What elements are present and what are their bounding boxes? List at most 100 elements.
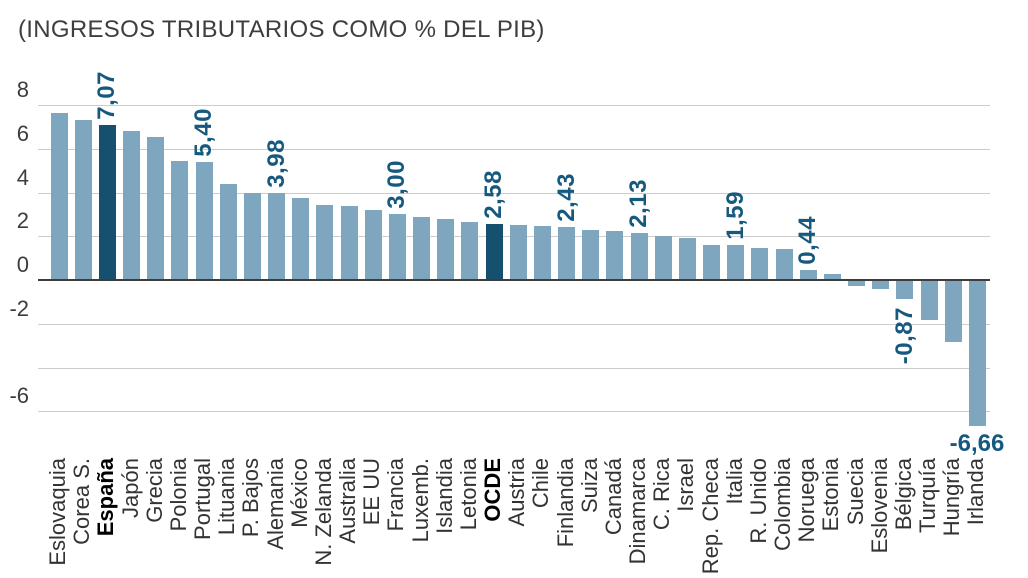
category-label: Polonia [166, 458, 191, 532]
category-label: Israel [673, 458, 698, 512]
category-label: Finlandia [553, 458, 578, 548]
bar [582, 230, 599, 280]
gridline [38, 105, 990, 106]
y-axis-tick-label: 4 [16, 165, 29, 190]
category-label: Eslovenia [867, 458, 892, 554]
category-label: Portugal [190, 458, 215, 540]
gridline [38, 324, 990, 325]
y-axis-tick-label: 0 [16, 252, 29, 277]
category-label: Alemania [263, 458, 288, 550]
bar-value-label: -0,87 [891, 307, 918, 365]
category-label: Islandia [432, 458, 457, 534]
bar-value-label: 2,58 [480, 170, 507, 219]
category-label: Noruega [794, 458, 819, 543]
category-label: Hungría [939, 458, 964, 537]
category-label: Letonia [456, 458, 481, 531]
category-label: Italia [722, 458, 747, 505]
bar [437, 219, 454, 280]
category-label: Dinamarca [625, 458, 650, 565]
bar [606, 231, 623, 280]
gridline [38, 368, 990, 369]
category-label: Turquía [915, 458, 940, 534]
bar-value-label: -6,66 [949, 430, 1005, 457]
gridline [38, 193, 990, 194]
category-label: Suiza [577, 458, 602, 514]
y-axis-tick-label: -6 [9, 383, 29, 408]
y-axis-tick-label: -2 [9, 296, 29, 321]
bar [316, 205, 333, 280]
bar-value-label: 2,43 [553, 173, 580, 222]
bar [921, 280, 938, 320]
bar [292, 198, 309, 280]
category-label: Chile [528, 458, 553, 509]
category-label: España [93, 458, 118, 537]
category-label: OCDE [480, 458, 505, 522]
bar [631, 233, 648, 280]
category-label: Bélgica [891, 458, 916, 531]
bar-value-label: 7,07 [93, 71, 120, 120]
category-label: Suecia [843, 458, 868, 526]
zero-axis-line [38, 279, 990, 281]
category-label: C. Rica [649, 458, 674, 531]
category-label: P. Bajos [238, 458, 263, 538]
bar [727, 245, 744, 280]
bar-value-label: 3,00 [383, 160, 410, 209]
category-label: EE UU [359, 458, 384, 526]
bar [123, 131, 140, 280]
bar [510, 225, 527, 280]
bar [99, 125, 116, 280]
bar [461, 222, 478, 280]
bar [872, 280, 889, 289]
bar [486, 224, 503, 280]
bar [776, 249, 793, 280]
bar [824, 274, 841, 280]
bar-value-label: 1,59 [722, 191, 749, 240]
bar [751, 248, 768, 280]
bar [196, 162, 213, 280]
category-label: Austria [504, 458, 529, 527]
category-label: Grecia [142, 458, 167, 523]
bar [220, 184, 237, 280]
category-label: Irlanda [963, 458, 988, 526]
category-label: R. Unido [746, 458, 771, 544]
bar [679, 238, 696, 280]
bar [389, 214, 406, 280]
bar [945, 280, 962, 342]
category-label: Canadá [601, 458, 626, 536]
category-label: México [287, 458, 312, 528]
bar [534, 226, 551, 280]
category-label: Japón [118, 458, 143, 518]
category-label: Australia [335, 458, 360, 544]
bar [147, 137, 164, 280]
bar [800, 270, 817, 280]
gridline [38, 411, 990, 412]
y-axis-tick-label: 2 [16, 208, 29, 233]
bar-value-label: 0,44 [794, 216, 821, 265]
category-label: Estonia [818, 458, 843, 532]
category-label: Rep. Checa [698, 458, 723, 575]
bar [558, 227, 575, 280]
bar [51, 113, 68, 280]
y-axis-tick-label: 8 [16, 77, 29, 102]
gridline [38, 149, 990, 150]
bar [171, 161, 188, 280]
category-label: Francia [383, 458, 408, 532]
bar [268, 193, 285, 280]
bar [896, 280, 913, 299]
bar [969, 280, 986, 426]
category-label: Corea S. [69, 458, 94, 545]
y-axis-tick-label: 6 [16, 121, 29, 146]
bar [365, 210, 382, 280]
bar [655, 236, 672, 280]
bar-value-label: 5,40 [190, 108, 217, 157]
bar [848, 280, 865, 286]
bar [703, 245, 720, 280]
bar [75, 120, 92, 280]
bar-value-label: 2,13 [625, 179, 652, 228]
category-label: Colombia [770, 458, 795, 551]
category-label: Lituania [214, 458, 239, 536]
bar [413, 217, 430, 280]
bar-value-label: 3,98 [263, 139, 290, 188]
category-label: Eslovaquia [45, 458, 70, 566]
